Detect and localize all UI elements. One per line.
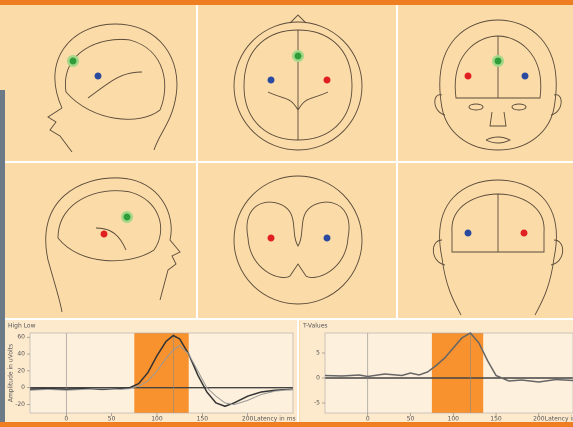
highlight-region — [431, 333, 484, 413]
top-bar — [0, 0, 573, 5]
x-tick-label: 100 — [151, 416, 163, 423]
x-tick-label: 0 — [366, 416, 370, 423]
y-tick-label: 60 — [17, 334, 25, 341]
data-line — [324, 332, 573, 383]
x-tick-label: 150 — [197, 416, 209, 423]
x-tick-label: 50 — [407, 416, 415, 423]
y-tick-label: 0 — [316, 375, 320, 382]
y-axis-label: Amplitude in uVolts — [8, 344, 15, 402]
x-tick-label: 200 — [533, 416, 545, 423]
electrodes — [67, 50, 529, 242]
chart-title: High Low — [8, 323, 36, 330]
plot-frame — [29, 332, 294, 414]
chart-title: T-Values — [302, 323, 328, 330]
y-tick-label: 0 — [21, 384, 25, 391]
x-tick-label: 100 — [448, 416, 460, 423]
plot-frame — [324, 332, 573, 414]
x-tick-label: 200 — [242, 416, 254, 423]
bottom-bar — [0, 422, 573, 427]
y-tick-label: -5 — [314, 400, 320, 407]
y-tick-label: 5 — [316, 350, 320, 357]
x-axis-label: Latency in ms — [545, 416, 573, 423]
y-tick-label: -20 — [15, 401, 25, 408]
panel-dividers — [5, 5, 573, 422]
x-tick-label: 150 — [490, 416, 502, 423]
brain-views — [45, 14, 564, 316]
side-strip — [0, 90, 5, 422]
x-axis-label: Latency in ms — [254, 416, 296, 423]
x-tick-label: 0 — [64, 416, 68, 423]
y-tick-label: 20 — [17, 367, 25, 374]
data-line — [29, 344, 294, 406]
highlight-region — [134, 333, 189, 413]
y-tick-label: 40 — [17, 351, 25, 358]
x-tick-label: 50 — [108, 416, 116, 423]
